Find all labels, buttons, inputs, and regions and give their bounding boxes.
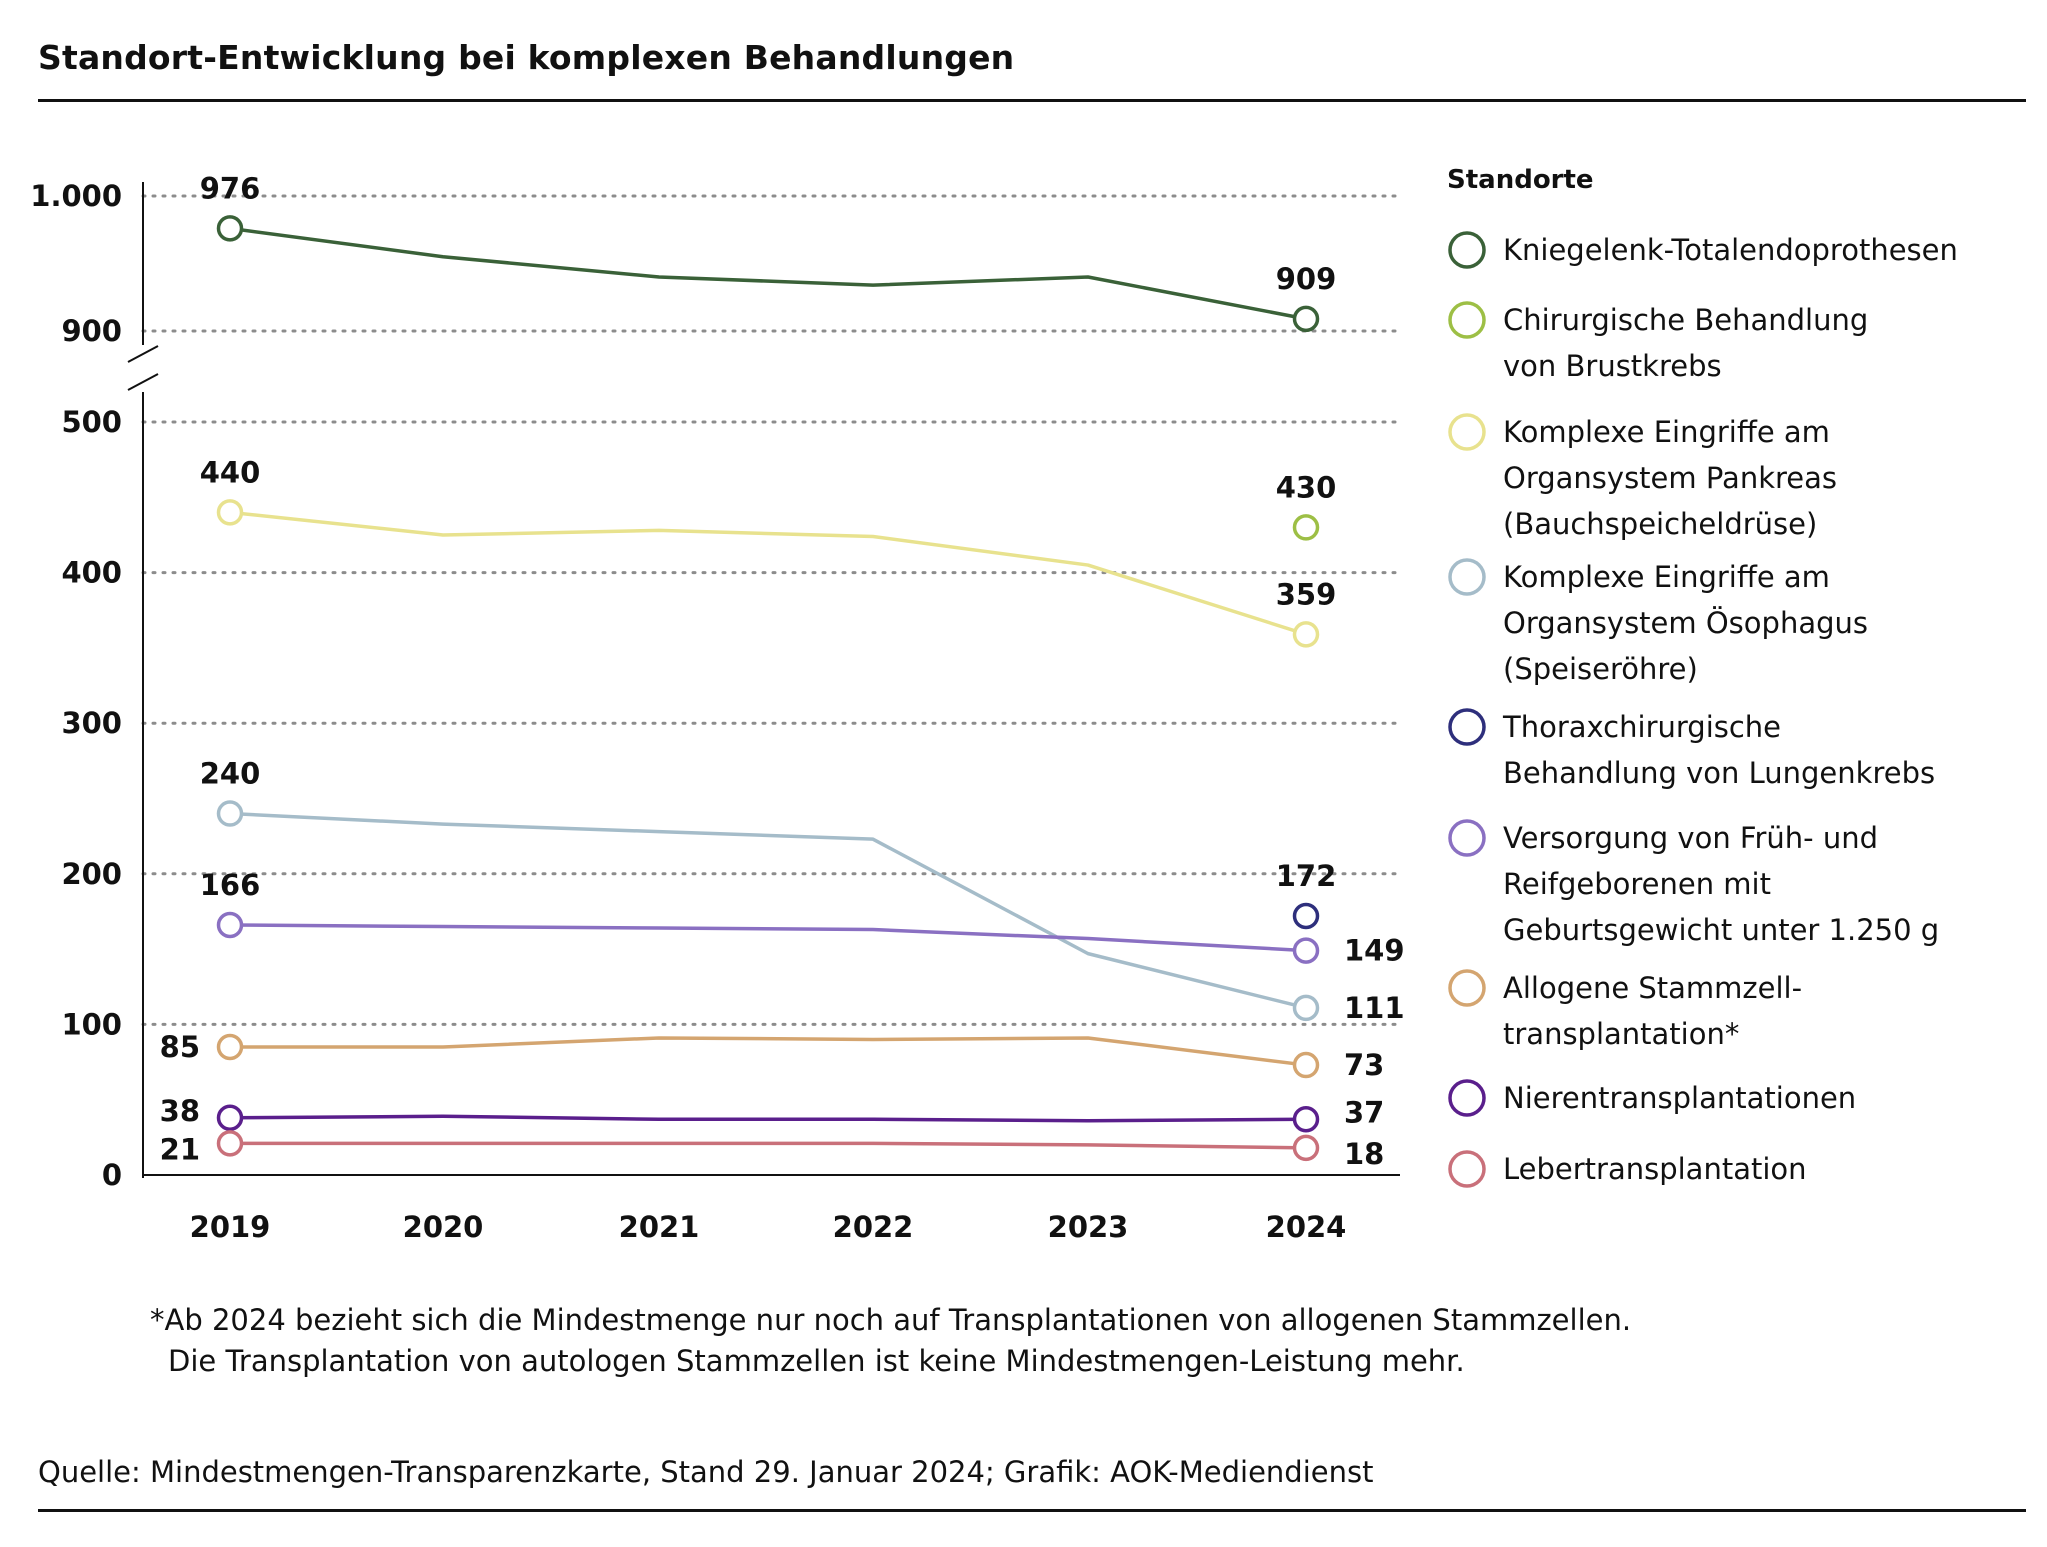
legend-label: Allogene Stammzell- xyxy=(1503,971,1802,1005)
legend-label: Organsystem Pankreas xyxy=(1503,461,1837,495)
legend-marker xyxy=(1448,1079,1486,1117)
x-tick-label: 2023 xyxy=(1048,1210,1129,1244)
legend-label: Thoraxchirurgische xyxy=(1502,710,1781,744)
y-tick-label: 0 xyxy=(102,1158,122,1192)
series-point xyxy=(216,1104,244,1132)
data-label: 430 xyxy=(1276,470,1337,504)
y-tick-label: 300 xyxy=(61,706,122,740)
data-label: 21 xyxy=(160,1132,200,1166)
series-line xyxy=(229,226,1307,321)
data-label: 85 xyxy=(160,1030,200,1064)
line-chart: 0 100 200 300 400 500 900 1.000 2019 2020 2021 2022… xyxy=(30,165,1958,1244)
series-point xyxy=(1292,937,1320,964)
legend-label: Versorgung von Früh- und xyxy=(1503,821,1878,855)
series-line xyxy=(230,1141,1307,1150)
series-line xyxy=(230,1036,1307,1067)
legend-label: Behandlung von Lungenkrebs xyxy=(1503,756,1935,790)
series-point xyxy=(1292,1106,1320,1133)
legend-label: Nierentransplantationen xyxy=(1503,1081,1856,1115)
series-point xyxy=(1292,1051,1320,1079)
legend-marker xyxy=(1448,558,1486,596)
series-point xyxy=(216,1130,244,1157)
series-point xyxy=(1292,305,1320,333)
data-label: 240 xyxy=(200,757,261,791)
legend-label: Kniegelenk-Totalendoprothesen xyxy=(1503,233,1958,267)
series-point xyxy=(216,215,244,242)
legend-label: (Bauchspeicheldrüse) xyxy=(1503,507,1817,541)
axis-break-mark xyxy=(127,373,159,391)
footnote: *Ab 2024 bezieht sich die Mindestmenge n… xyxy=(150,1300,1631,1382)
source-note: Quelle: Mindestmengen-Transparenzkarte, … xyxy=(38,1455,1374,1489)
x-tick-label: 2022 xyxy=(833,1210,914,1244)
legend-marker xyxy=(1448,969,1486,1007)
data-label: 909 xyxy=(1276,262,1337,296)
top-rule xyxy=(38,99,2026,102)
legend-label: Organsystem Ösophagus xyxy=(1503,606,1868,640)
footnote-line-1: *Ab 2024 bezieht sich die Mindestmenge n… xyxy=(150,1303,1632,1337)
data-label: 37 xyxy=(1344,1095,1384,1129)
footnote-line-2: Die Transplantation von autologen Stammz… xyxy=(168,1344,1465,1378)
legend-label: Komplexe Eingriffe am xyxy=(1503,415,1830,449)
series-point xyxy=(1292,1134,1320,1162)
x-tick-label: 2019 xyxy=(190,1210,271,1244)
legend-label: Reifgeborenen mit xyxy=(1503,867,1771,901)
data-label: 149 xyxy=(1344,934,1405,968)
chart-title: Standort-Entwicklung bei komplexen Behan… xyxy=(38,38,1015,77)
data-label: 38 xyxy=(160,1094,200,1128)
series-point xyxy=(1292,514,1320,541)
legend-marker xyxy=(1448,413,1486,451)
y-tick-label: 200 xyxy=(61,857,122,891)
data-label: 440 xyxy=(200,455,261,489)
series-point xyxy=(216,911,244,939)
y-tick-label: 100 xyxy=(61,1007,122,1041)
legend-label: Komplexe Eingriffe am xyxy=(1503,560,1830,594)
y-tick-label: 1.000 xyxy=(30,179,122,213)
legend-marker xyxy=(1448,819,1486,857)
legend-marker xyxy=(1448,708,1486,746)
x-tick-label: 2024 xyxy=(1266,1210,1347,1244)
series-point xyxy=(216,800,244,827)
legend-label: Geburtsgewicht unter 1.250 g xyxy=(1503,913,1939,947)
series-line xyxy=(229,1114,1307,1123)
series-line xyxy=(229,510,1307,637)
data-label: 73 xyxy=(1344,1048,1384,1082)
legend-marker xyxy=(1448,301,1486,339)
series-point xyxy=(216,1033,244,1061)
data-label: 18 xyxy=(1344,1137,1384,1171)
legend-marker xyxy=(1448,1150,1486,1188)
data-label: 111 xyxy=(1344,991,1405,1025)
x-tick-label: 2021 xyxy=(619,1210,700,1244)
series-line xyxy=(229,923,1307,953)
series-point xyxy=(1292,621,1320,648)
y-tick-label: 500 xyxy=(61,405,122,439)
series-point xyxy=(1292,994,1320,1022)
x-tick-label: 2020 xyxy=(403,1210,484,1244)
legend-label: Lebertransplantation xyxy=(1503,1152,1807,1186)
legend-title: Standorte xyxy=(1447,165,1594,195)
legend-label: von Brustkrebs xyxy=(1503,349,1722,383)
data-label: 172 xyxy=(1276,859,1337,893)
axis-break-mark xyxy=(127,345,159,363)
legend-label: Chirurgische Behandlung xyxy=(1503,303,1868,337)
data-label: 166 xyxy=(200,868,261,902)
legend-marker xyxy=(1448,231,1486,269)
legend-label: transplantation* xyxy=(1503,1017,1739,1051)
data-label: 359 xyxy=(1276,577,1337,611)
bottom-rule xyxy=(38,1509,2026,1512)
series-point xyxy=(1292,902,1320,930)
series-point xyxy=(216,499,244,526)
data-label: 976 xyxy=(200,171,261,205)
y-tick-label: 900 xyxy=(61,314,122,348)
legend-label: (Speiseröhre) xyxy=(1503,652,1698,686)
y-tick-label: 400 xyxy=(61,556,122,590)
series-line xyxy=(229,811,1307,1010)
